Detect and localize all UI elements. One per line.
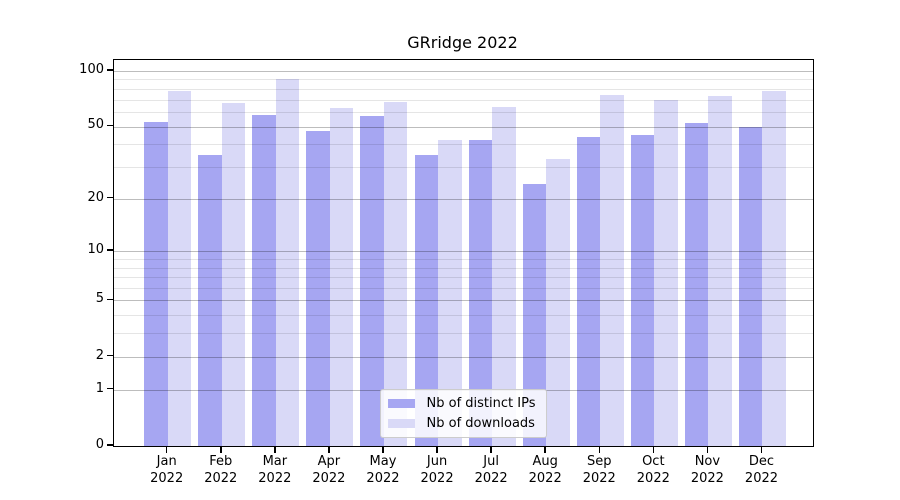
plot-area: Nb of distinct IPs Nb of downloads — [113, 59, 814, 447]
x-tick-year: 2022 — [690, 471, 724, 486]
y-tick-label: 0 — [95, 437, 104, 452]
x-tick-mark — [165, 447, 168, 453]
bar-jan-downloads — [167, 90, 192, 446]
y-tick-mark — [107, 298, 113, 301]
legend-swatch-icon — [387, 399, 415, 408]
x-tick-label-may: May 2022 — [366, 454, 400, 486]
bar-may-downloads — [383, 101, 408, 446]
bar-aug-downloads — [546, 159, 570, 446]
x-tick-mark — [760, 447, 763, 453]
chart-title: GRridge 2022 — [407, 33, 518, 52]
x-tick-year: 2022 — [528, 471, 562, 486]
y-tick-mark — [107, 354, 113, 357]
x-tick-mark — [328, 447, 330, 453]
x-tick-year: 2022 — [150, 471, 184, 486]
x-tick-label-feb: Feb 2022 — [204, 454, 238, 486]
legend-label: Nb of downloads — [426, 416, 535, 431]
x-tick-mark — [274, 447, 276, 453]
bar-apr-downloads — [329, 108, 354, 446]
x-tick-year: 2022 — [366, 471, 400, 486]
x-tick-label-aug: Aug 2022 — [528, 454, 562, 486]
bar-mar-ips — [252, 114, 276, 446]
x-tick-year: 2022 — [258, 471, 292, 486]
bar-sep-downloads — [600, 95, 624, 446]
y-tick-mark — [107, 444, 113, 446]
x-tick-mark — [490, 447, 492, 453]
x-tick-label-jul: Jul 2022 — [474, 454, 508, 486]
y-tick-label: 1 — [95, 380, 104, 396]
x-tick-year: 2022 — [744, 471, 779, 486]
y-tick-label: 2 — [95, 347, 104, 363]
bar-feb-ips — [198, 154, 222, 446]
bar-nov-downloads — [708, 96, 732, 446]
bar-aug-ips — [522, 184, 547, 446]
legend-swatch-icon — [387, 419, 415, 428]
y-tick-mark — [107, 249, 113, 251]
x-tick-label-sep: Sep 2022 — [582, 454, 616, 486]
bar-jul-ips — [468, 140, 493, 446]
y-tick-mark — [107, 69, 113, 71]
y-tick-mark — [107, 196, 113, 199]
x-tick-mark — [652, 447, 655, 453]
x-tick-label-jun: Jun 2022 — [420, 454, 454, 486]
x-tick-label-apr: Apr 2022 — [312, 454, 346, 486]
bar-oct-ips — [630, 134, 655, 446]
x-tick-mark — [220, 447, 222, 453]
y-tick-label: 10 — [87, 242, 104, 258]
x-tick-year: 2022 — [420, 471, 454, 486]
bar-jun-downloads — [438, 140, 462, 446]
bar-feb-downloads — [221, 103, 246, 446]
x-tick-mark — [706, 447, 709, 453]
bar-dec-ips — [738, 126, 763, 446]
bar-oct-downloads — [654, 99, 678, 446]
y-tick-label: 50 — [87, 117, 104, 133]
x-tick-year: 2022 — [636, 471, 670, 486]
x-tick-year: 2022 — [204, 471, 238, 486]
bar-jun-ips — [414, 154, 439, 446]
bar-jul-downloads — [492, 106, 516, 446]
x-tick-year: 2022 — [312, 471, 346, 486]
bar-apr-ips — [306, 131, 330, 446]
x-tick-label-oct: Oct 2022 — [636, 454, 670, 486]
x-tick-mark — [544, 447, 546, 453]
y-tick-mark — [107, 387, 113, 390]
y-tick-mark — [107, 124, 113, 127]
legend-row: Nb of distinct IPs — [387, 396, 536, 411]
x-tick-mark — [382, 447, 384, 453]
x-tick-year: 2022 — [474, 471, 508, 486]
bar-jan-ips — [144, 121, 168, 446]
bars-layer — [114, 60, 813, 446]
x-tick-label-nov: Nov 2022 — [690, 454, 724, 486]
bar-may-ips — [360, 116, 384, 446]
y-tick-label: 5 — [95, 291, 104, 307]
bar-mar-downloads — [275, 78, 300, 446]
y-tick-label: 100 — [79, 61, 104, 77]
x-tick-mark — [598, 447, 600, 453]
x-tick-year: 2022 — [582, 471, 616, 486]
legend-label: Nb of distinct IPs — [426, 396, 536, 411]
x-tick-label-jan: Jan 2022 — [150, 454, 184, 486]
y-tick-label: 20 — [87, 189, 104, 205]
bar-dec-downloads — [762, 90, 786, 446]
bar-sep-ips — [576, 136, 601, 446]
legend-row: Nb of downloads — [387, 416, 536, 431]
x-tick-mark — [436, 447, 438, 453]
x-tick-label-mar: Mar 2022 — [258, 454, 292, 486]
x-tick-label-dec: Dec 2022 — [744, 454, 779, 486]
bar-nov-ips — [684, 123, 709, 446]
legend: Nb of distinct IPs Nb of downloads — [379, 389, 548, 438]
